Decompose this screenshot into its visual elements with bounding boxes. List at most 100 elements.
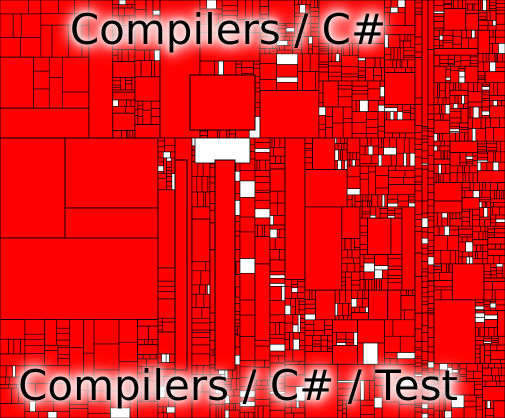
treemap-cell bbox=[299, 327, 306, 333]
treemap-cell bbox=[487, 20, 494, 27]
treemap-cell bbox=[209, 349, 214, 356]
treemap-cell bbox=[344, 137, 348, 144]
treemap-cell bbox=[493, 400, 505, 418]
treemap-cell bbox=[421, 247, 429, 255]
treemap-cell bbox=[205, 191, 211, 208]
treemap-cell bbox=[336, 338, 347, 343]
treemap-cell bbox=[427, 154, 435, 165]
treemap-cell bbox=[304, 289, 310, 300]
treemap-cell bbox=[487, 248, 505, 256]
treemap-cell bbox=[62, 56, 90, 93]
treemap-cell bbox=[374, 269, 383, 279]
treemap-cell bbox=[403, 40, 412, 49]
treemap-cell bbox=[259, 79, 277, 91]
treemap-cell bbox=[8, 338, 15, 355]
treemap-cell bbox=[157, 331, 176, 355]
treemap-cell bbox=[439, 29, 444, 36]
treemap-cell bbox=[478, 12, 488, 18]
treemap-cell bbox=[465, 370, 474, 380]
treemap-cell bbox=[427, 290, 435, 298]
treemap-cell bbox=[332, 122, 344, 139]
treemap-cell bbox=[387, 194, 399, 200]
treemap-cell bbox=[341, 276, 346, 282]
treemap-cell bbox=[465, 162, 474, 167]
treemap-cell bbox=[484, 327, 490, 337]
treemap-cell bbox=[449, 95, 456, 105]
treemap-cell bbox=[166, 181, 173, 187]
treemap-cell bbox=[433, 13, 445, 17]
treemap-cell bbox=[189, 74, 256, 131]
treemap-cell bbox=[375, 175, 389, 189]
treemap-cell bbox=[269, 410, 286, 418]
treemap-cell bbox=[495, 9, 505, 15]
treemap-cell bbox=[137, 354, 144, 360]
treemap-cell bbox=[480, 225, 486, 233]
treemap-cell bbox=[462, 172, 466, 183]
treemap-cell bbox=[483, 337, 492, 342]
treemap-cell bbox=[363, 257, 375, 264]
treemap-cell bbox=[427, 145, 435, 156]
treemap-cell bbox=[399, 47, 405, 61]
treemap-cell bbox=[441, 410, 445, 418]
treemap-cell bbox=[403, 47, 416, 52]
treemap-cell bbox=[199, 284, 206, 295]
treemap-cell bbox=[274, 137, 281, 148]
treemap-cell bbox=[214, 60, 219, 77]
treemap-cell bbox=[324, 329, 333, 336]
treemap-cell bbox=[490, 214, 497, 220]
treemap-cell bbox=[489, 29, 494, 38]
treemap-cell bbox=[57, 354, 70, 359]
treemap-cell bbox=[369, 206, 377, 216]
treemap-cell bbox=[458, 251, 464, 258]
treemap-cell bbox=[414, 355, 423, 360]
treemap-cell bbox=[427, 337, 435, 348]
treemap-cell bbox=[157, 285, 176, 293]
treemap-cell bbox=[269, 337, 286, 345]
treemap-cell bbox=[461, 211, 470, 218]
treemap-cell bbox=[364, 145, 369, 156]
treemap-cell bbox=[359, 235, 368, 245]
treemap-cell bbox=[427, 205, 435, 214]
treemap-cell bbox=[461, 221, 470, 227]
treemap-cell bbox=[433, 113, 441, 121]
treemap-cell bbox=[166, 157, 172, 162]
treemap-cell bbox=[445, 65, 451, 70]
treemap-cell bbox=[273, 147, 286, 157]
treemap-cell bbox=[459, 129, 469, 134]
treemap-cell bbox=[126, 99, 132, 107]
treemap-cell bbox=[441, 217, 448, 227]
treemap-cell bbox=[373, 67, 382, 76]
treemap-cell bbox=[201, 176, 209, 193]
treemap-cell bbox=[475, 335, 485, 341]
treemap-cell bbox=[442, 113, 451, 121]
treemap-cell bbox=[368, 279, 373, 291]
treemap-cell bbox=[137, 339, 145, 346]
treemap-cell bbox=[337, 88, 353, 98]
treemap-cell bbox=[495, 222, 505, 227]
treemap-cell bbox=[477, 157, 489, 161]
treemap-cell bbox=[427, 49, 435, 106]
treemap-cell bbox=[427, 104, 435, 115]
treemap-cell bbox=[276, 82, 299, 91]
treemap-cell bbox=[387, 198, 399, 204]
treemap-cell bbox=[421, 312, 429, 326]
treemap-cell bbox=[484, 344, 491, 351]
treemap-cell bbox=[280, 155, 286, 164]
treemap-cell bbox=[449, 132, 456, 142]
treemap-cell bbox=[157, 189, 176, 269]
treemap-cell bbox=[467, 3, 473, 11]
treemap-cell bbox=[449, 125, 460, 130]
treemap-cell bbox=[442, 35, 454, 41]
treemap-cell bbox=[449, 117, 462, 124]
treemap-cell bbox=[364, 57, 376, 68]
treemap-cell bbox=[318, 123, 326, 130]
treemap-cell bbox=[475, 397, 483, 407]
treemap-cell bbox=[479, 219, 485, 227]
treemap-cell bbox=[365, 127, 379, 134]
treemap-cell bbox=[446, 235, 460, 251]
treemap-cell bbox=[485, 127, 494, 142]
treemap-cell bbox=[254, 199, 271, 210]
treemap-cell bbox=[337, 85, 353, 90]
treemap-cell bbox=[490, 274, 497, 279]
treemap-cell bbox=[458, 68, 466, 72]
